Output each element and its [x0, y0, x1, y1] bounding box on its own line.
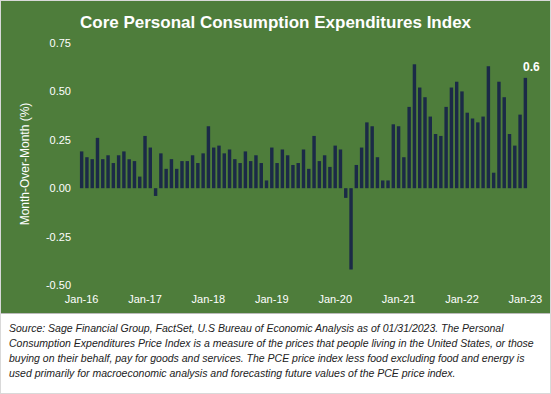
svg-text:0.75: 0.75 — [50, 37, 71, 49]
svg-text:0.6: 0.6 — [523, 60, 540, 74]
svg-text:Jan-21: Jan-21 — [382, 293, 416, 305]
svg-text:-0.50: -0.50 — [46, 279, 71, 291]
svg-text:-0.25: -0.25 — [46, 231, 71, 243]
svg-text:Jan-23: Jan-23 — [509, 293, 543, 305]
html-text:Source: Sage Financial Group,: Source: Sage Financial Group, FactSet, U… — [9, 322, 534, 379]
svg-text:Jan-20: Jan-20 — [318, 293, 352, 305]
svg-text:Jan-17: Jan-17 — [128, 293, 162, 305]
svg-text:Month-Over-Month (%): Month-Over-Month (%) — [18, 103, 32, 226]
svg-text:0.50: 0.50 — [50, 85, 71, 97]
svg-text:Jan-19: Jan-19 — [255, 293, 289, 305]
svg-text:Core Personal Consumption Expe: Core Personal Consumption Expenditures I… — [80, 13, 472, 32]
svg-text:0.25: 0.25 — [50, 134, 71, 146]
svg-text:Jan-18: Jan-18 — [192, 293, 226, 305]
svg-text:0.00: 0.00 — [50, 182, 71, 194]
svg-text:Jan-22: Jan-22 — [445, 293, 479, 305]
svg-text:Jan-16: Jan-16 — [65, 293, 99, 305]
